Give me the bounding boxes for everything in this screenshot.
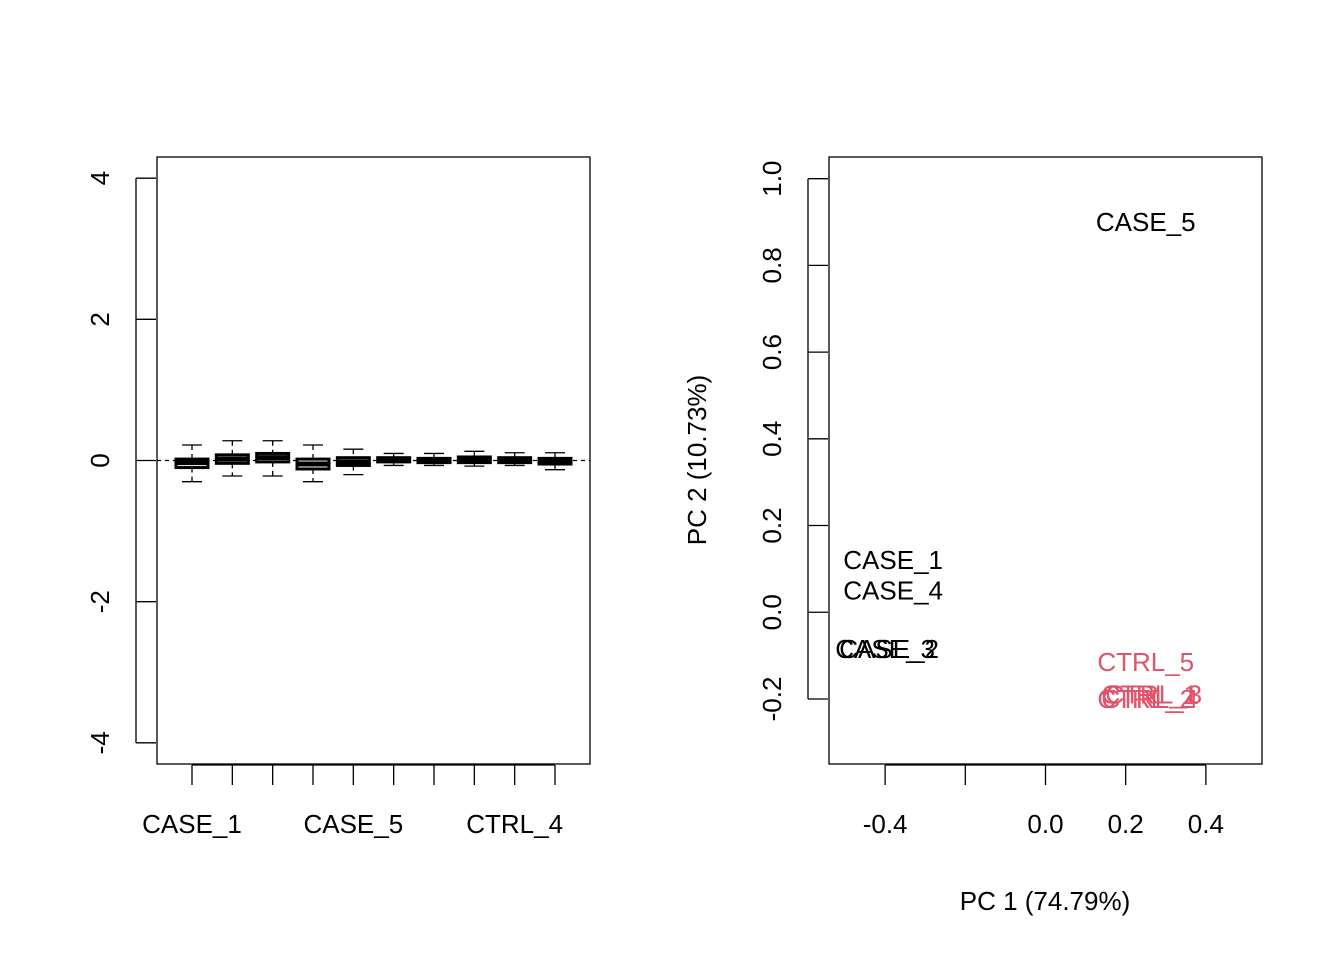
- pca-y-tick-label: 0.8: [757, 247, 787, 283]
- boxplot-y-axis: -4 -2 0 2 4: [85, 171, 156, 754]
- boxplot-box-case-2: [214, 440, 250, 477]
- pca-point-ctrl-2: CTRL_2: [1097, 684, 1194, 714]
- pca-point-ctrl-3: CTRL_3: [1105, 680, 1202, 710]
- boxplot-x-tick-label: CASE_1: [142, 809, 242, 839]
- boxplot-y-tick-label: -4: [85, 731, 115, 754]
- pca-x-tick-label: 0.2: [1108, 809, 1144, 839]
- pca-y-tick-label: 1.0: [757, 161, 787, 197]
- pca-y-tick-label: 0.2: [757, 507, 787, 543]
- pca-point-case-4: CASE_4: [843, 576, 943, 606]
- pca-x-tick-label: -0.4: [863, 809, 908, 839]
- boxplot-y-tick-label: 0: [85, 453, 115, 467]
- boxplot-box-case-3: [255, 440, 291, 477]
- boxplot-box-ctrl-3: [456, 450, 492, 467]
- pca-x-tick-label: 0.4: [1188, 809, 1224, 839]
- boxplot-boxes: [174, 440, 573, 483]
- pca-point-ctrl-4: CTRL_4: [1101, 684, 1198, 714]
- pca-point-case-2: CASE_2: [839, 634, 939, 664]
- boxplot-box-case-5: [335, 448, 371, 476]
- boxplot-x-tick-label: CASE_5: [303, 809, 403, 839]
- boxplot-box-ctrl-2: [416, 452, 452, 467]
- boxplot-box-ctrl-1: [376, 452, 412, 467]
- pca-point-case-5: CASE_5: [1096, 207, 1196, 237]
- pca-x-axis: -0.4 0.0 0.2 0.4: [863, 764, 1224, 839]
- boxplot-box-case-1: [174, 444, 210, 483]
- pca-frame: [828, 156, 1263, 765]
- pca-x-tick-label: 0.0: [1027, 809, 1063, 839]
- boxplot-x-axis: CASE_1 CASE_5 CTRL_4: [142, 764, 563, 839]
- boxplot-panel: -4 -2 0 2 4 CASE_1 CASE_5 CTRL_4: [85, 156, 591, 839]
- boxplot-box-case-4: [295, 444, 331, 483]
- boxplot-y-tick-label: 4: [85, 171, 115, 185]
- pca-point-case-1: CASE_1: [843, 545, 943, 575]
- boxplot-box-ctrl-4: [497, 452, 533, 467]
- boxplot-y-tick-label: -2: [85, 590, 115, 613]
- boxplot-y-tick-label: 2: [85, 312, 115, 326]
- pca-point-ctrl-1: CTRL_1: [1101, 680, 1198, 710]
- pca-x-axis-title: PC 1 (74.79%): [960, 886, 1131, 916]
- pca-y-tick-label: -0.2: [757, 677, 787, 722]
- pca-panel: -0.2 0.0 0.2 0.4 0.6 0.8 1.0 -0.4 0.0 0.2 0.4 CAS…: [682, 156, 1263, 916]
- pca-y-tick-label: 0.6: [757, 334, 787, 370]
- pca-y-axis-title: PC 2 (10.73%): [682, 375, 712, 546]
- pca-y-axis: -0.2 0.0 0.2 0.4 0.6 0.8 1.0: [757, 161, 828, 722]
- boxplot-x-tick-label: CTRL_4: [466, 809, 563, 839]
- pca-point-case-3: CASE_3: [835, 634, 935, 664]
- pca-point-ctrl-5: CTRL_5: [1097, 647, 1194, 677]
- pca-y-tick-label: 0.0: [757, 594, 787, 630]
- pca-y-tick-label: 0.4: [757, 421, 787, 457]
- boxplot-box-ctrl-5: [537, 452, 573, 471]
